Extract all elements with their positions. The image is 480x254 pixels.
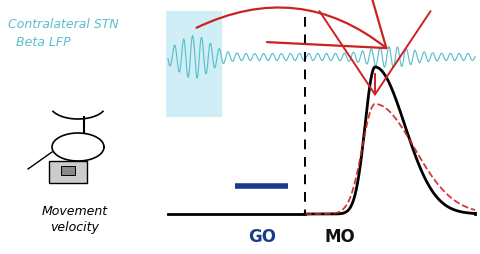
Bar [49, 161, 87, 183]
Text: Movement
velocity: Movement velocity [42, 204, 108, 234]
Bar [61, 166, 75, 175]
Text: MO: MO [324, 227, 355, 245]
Text: Contralateral STN
  Beta LFP: Contralateral STN Beta LFP [8, 18, 119, 49]
Text: GO: GO [248, 227, 276, 245]
Bar [166, 12, 222, 118]
